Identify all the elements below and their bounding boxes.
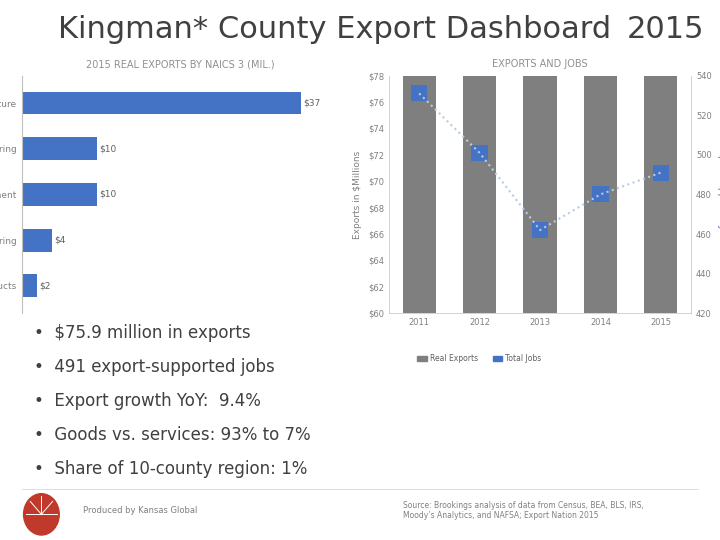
- Bar: [531, 222, 549, 238]
- Bar: [22, 137, 97, 160]
- Title: 2015 REAL EXPORTS BY NAICS 3 (MIL.): 2015 REAL EXPORTS BY NAICS 3 (MIL.): [86, 59, 274, 69]
- Bar: [644, 0, 678, 313]
- Text: •  491 export-supported jobs: • 491 export-supported jobs: [35, 358, 275, 376]
- Text: $4: $4: [54, 235, 66, 245]
- Bar: [22, 228, 52, 252]
- Text: $2: $2: [39, 281, 50, 291]
- Bar: [463, 0, 496, 313]
- Circle shape: [24, 494, 59, 535]
- Y-axis label: Exports in $Millions: Exports in $Millions: [354, 150, 362, 239]
- Text: 2015: 2015: [626, 15, 704, 44]
- Bar: [22, 274, 37, 297]
- Bar: [592, 186, 608, 202]
- Bar: [402, 0, 436, 313]
- Text: $10: $10: [99, 190, 117, 199]
- Bar: [523, 0, 557, 313]
- Bar: [584, 0, 617, 313]
- Bar: [22, 183, 97, 206]
- Text: •  $75.9 million in exports: • $75.9 million in exports: [35, 324, 251, 342]
- Bar: [411, 85, 428, 102]
- Bar: [472, 145, 488, 161]
- Legend: Real Exports, Total Jobs: Real Exports, Total Jobs: [415, 352, 544, 367]
- Y-axis label: Export supported Jobs: Export supported Jobs: [717, 144, 720, 245]
- Title: EXPORTS AND JOBS: EXPORTS AND JOBS: [492, 59, 588, 69]
- Text: Source: Brookings analysis of data from Census, BEA, BLS, IRS,
Moody’s Analytics: Source: Brookings analysis of data from …: [403, 501, 644, 520]
- Bar: [652, 165, 669, 180]
- Text: Produced by Kansas Global: Produced by Kansas Global: [83, 506, 197, 515]
- Text: •  Share of 10-county region: 1%: • Share of 10-county region: 1%: [35, 460, 307, 478]
- Text: Kingman* County Export Dashboard: Kingman* County Export Dashboard: [58, 15, 611, 44]
- Text: •  Goods vs. services: 93% to 7%: • Goods vs. services: 93% to 7%: [35, 426, 311, 444]
- Text: •  Export growth YoY:  9.4%: • Export growth YoY: 9.4%: [35, 392, 261, 410]
- Text: $37: $37: [303, 98, 320, 107]
- Bar: [22, 92, 301, 114]
- Text: $10: $10: [99, 144, 117, 153]
